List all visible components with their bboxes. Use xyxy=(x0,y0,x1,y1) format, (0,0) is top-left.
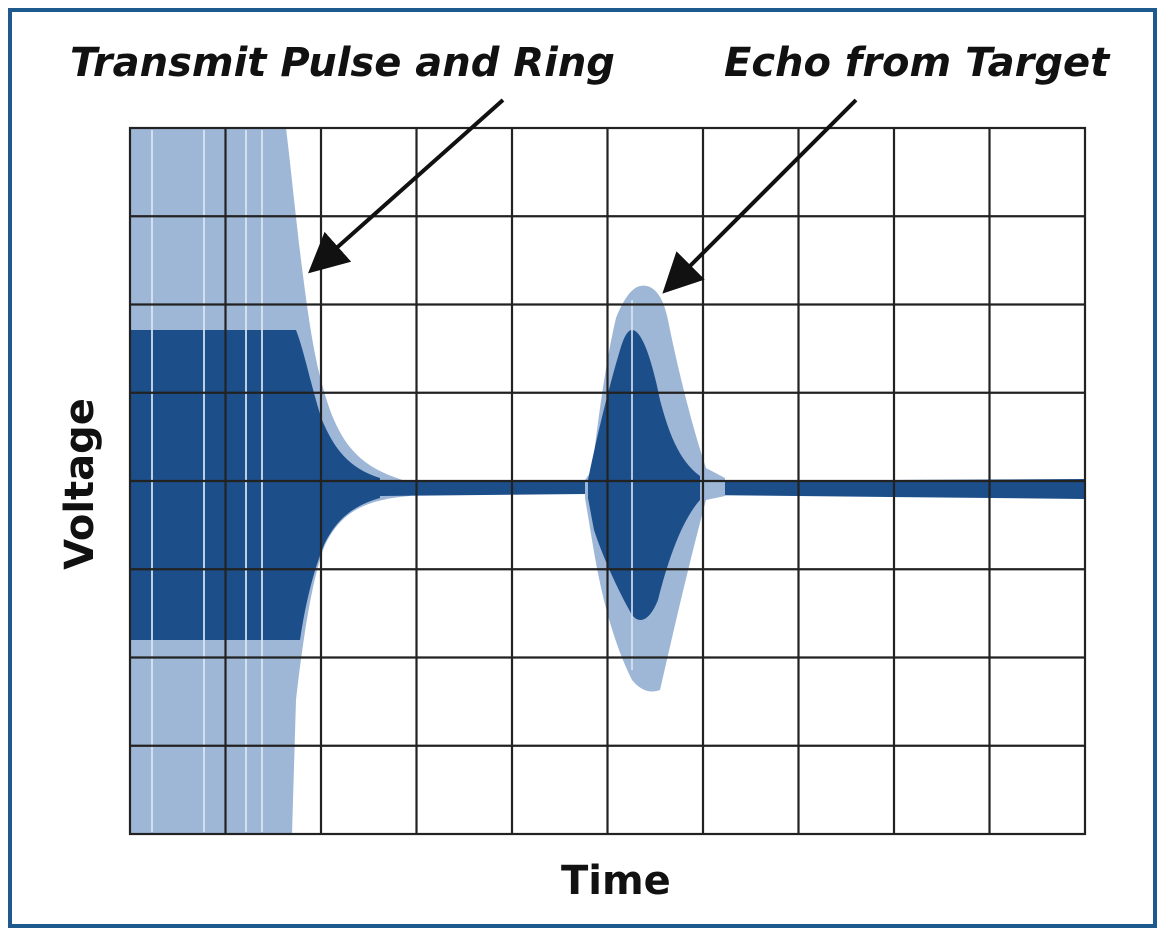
transmit-pulse-arrow xyxy=(308,98,505,274)
x-axis-label: Time xyxy=(561,858,671,904)
transmit-pulse-label: Transmit Pulse and Ring xyxy=(70,40,615,86)
echo-core xyxy=(588,330,700,620)
echo-arrow xyxy=(662,98,858,294)
diagram-frame xyxy=(8,8,1157,928)
baseline-noise xyxy=(380,479,1084,499)
echo-label: Echo from Target xyxy=(724,40,1110,86)
transmit-pulse-core xyxy=(130,330,380,640)
